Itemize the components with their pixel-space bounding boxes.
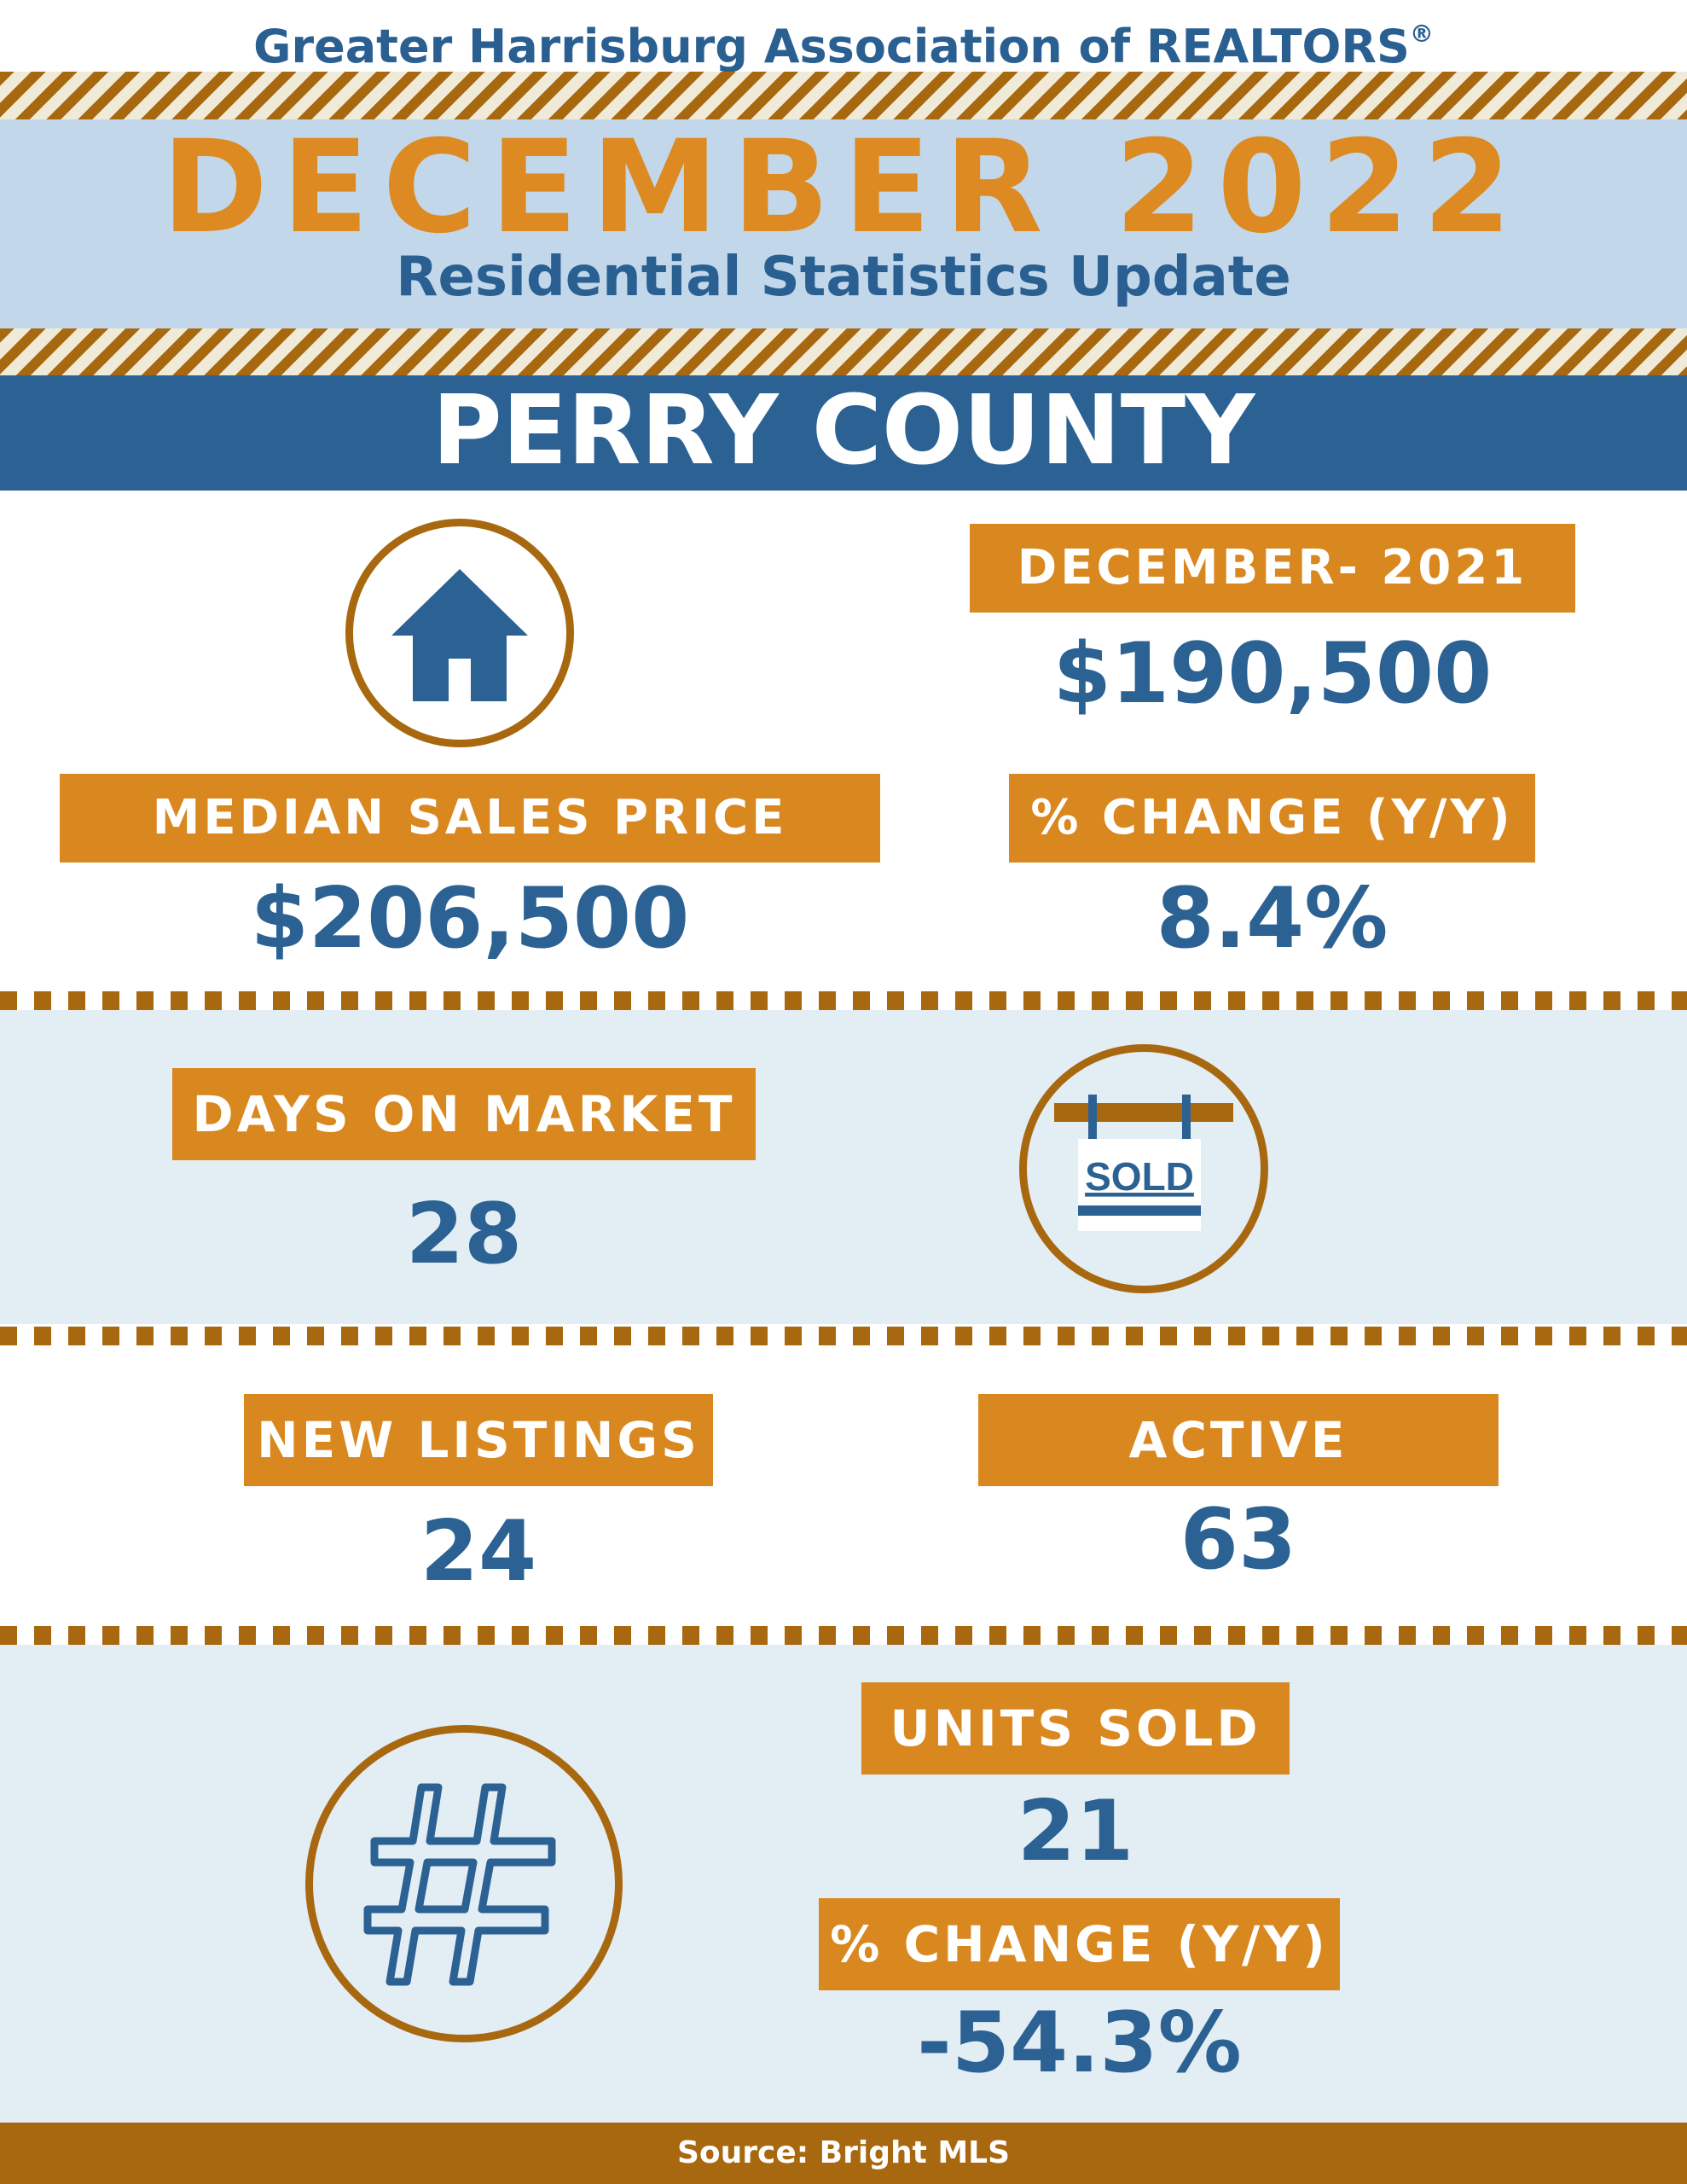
- hashtag-icon-circle: [305, 1725, 623, 2042]
- dotted-divider: [0, 1626, 1687, 1645]
- period-title: DECEMBER 2022: [161, 113, 1526, 262]
- price-change-value: 8.4%: [1156, 870, 1388, 967]
- county-title: PERRY COUNTY: [0, 375, 1687, 491]
- days-on-market-section: [0, 1010, 1687, 1324]
- sold-sign-icon: SOLD: [1054, 1095, 1233, 1231]
- active-listings-value: 63: [1180, 1491, 1297, 1589]
- header-band: [0, 119, 1687, 328]
- dotted-divider: [0, 991, 1687, 1010]
- new-listings-label: NEW LISTINGS: [244, 1394, 713, 1486]
- house-icon-circle: [345, 519, 574, 747]
- dotted-divider: [0, 1327, 1687, 1345]
- median-sales-price-value: $206,500: [250, 870, 690, 967]
- sold-sign-text: SOLD: [1085, 1154, 1194, 1199]
- units-change-label: % CHANGE (Y/Y): [819, 1898, 1340, 1990]
- registered-mark: ®: [1409, 20, 1434, 48]
- top-stripe-divider: [0, 72, 1687, 119]
- units-sold-section: [0, 1645, 1687, 2123]
- new-listings-value: 24: [420, 1503, 537, 1600]
- report-subtitle: Residential Statistics Update: [396, 246, 1291, 309]
- days-on-market-value: 28: [405, 1186, 523, 1283]
- sold-sign-circle: SOLD: [1019, 1044, 1268, 1293]
- prior-year-label: DECEMBER- 2021: [970, 524, 1575, 613]
- units-sold-value: 21: [1017, 1783, 1134, 1880]
- house-icon: [391, 569, 528, 701]
- days-on-market-label: DAYS ON MARKET: [172, 1068, 756, 1160]
- organization-title: Greater Harrisburg Association of REALTO…: [0, 0, 1687, 73]
- units-sold-label: UNITS SOLD: [861, 1682, 1290, 1774]
- price-change-label: % CHANGE (Y/Y): [1009, 774, 1535, 863]
- units-change-value: -54.3%: [917, 1995, 1242, 2092]
- bottom-stripe-divider: [0, 328, 1687, 375]
- hashtag-icon: [363, 1783, 556, 1986]
- source-footer: Source: Bright MLS: [0, 2123, 1687, 2184]
- median-sales-price-label: MEDIAN SALES PRICE: [60, 774, 880, 863]
- organization-name: Greater Harrisburg Association of REALTO…: [253, 20, 1410, 73]
- active-listings-label: ACTIVE LISTINGS: [978, 1394, 1499, 1561]
- prior-year-value: $190,500: [1052, 625, 1493, 723]
